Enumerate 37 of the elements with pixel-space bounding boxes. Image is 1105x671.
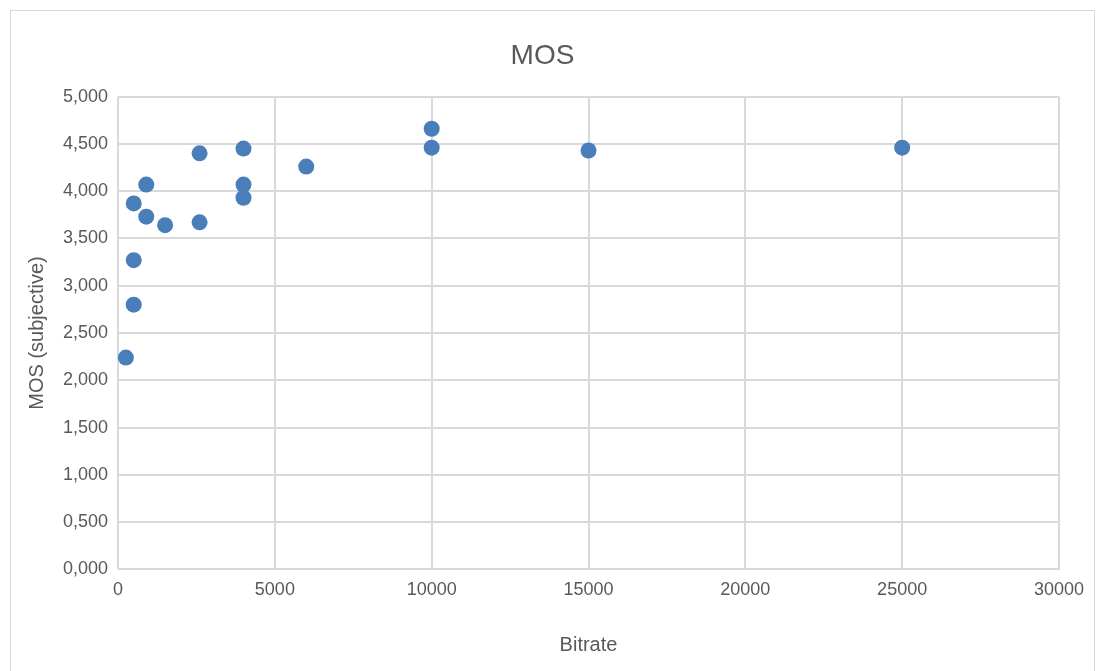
y-tick-label: 2,500 — [63, 321, 109, 342]
point — [125, 296, 142, 313]
y-axis-title: MOS (subjective) — [24, 256, 47, 410]
point — [423, 139, 440, 156]
x-tick-label: 10000 — [406, 579, 457, 600]
y-tick-label: 0,000 — [63, 558, 109, 579]
x-tick-label: 0 — [113, 579, 124, 600]
x-tick-label: 5000 — [254, 579, 295, 600]
x-tick-label: 20000 — [720, 579, 771, 600]
x-tick-label: 25000 — [877, 579, 928, 600]
point — [191, 145, 208, 162]
point — [157, 217, 174, 234]
y-tick-label: 3,000 — [63, 274, 109, 295]
point — [298, 158, 315, 175]
y-tick-label: 4,000 — [63, 180, 109, 201]
y-tick-label: 1,500 — [63, 416, 109, 437]
y-tick-label: 1,000 — [63, 463, 109, 484]
y-tick-label: 2,000 — [63, 369, 109, 390]
y-tick-label: 3,500 — [63, 227, 109, 248]
point — [125, 195, 142, 212]
point — [580, 142, 597, 159]
point — [191, 214, 208, 231]
y-tick-label: 4,500 — [63, 132, 109, 153]
point — [235, 140, 252, 157]
point — [894, 139, 911, 156]
point — [118, 349, 134, 366]
chart-title: MOS — [510, 38, 575, 70]
point — [235, 189, 252, 206]
y-tick-label: 5,000 — [63, 85, 109, 106]
point — [423, 120, 440, 137]
y-tick-label: 0,500 — [63, 511, 109, 532]
point — [138, 208, 155, 225]
x-tick-label: 15000 — [563, 579, 614, 600]
point — [125, 252, 142, 269]
x-tick-label: 30000 — [1033, 579, 1084, 600]
x-axis-title: Bitrate — [559, 632, 618, 655]
point — [138, 176, 155, 193]
